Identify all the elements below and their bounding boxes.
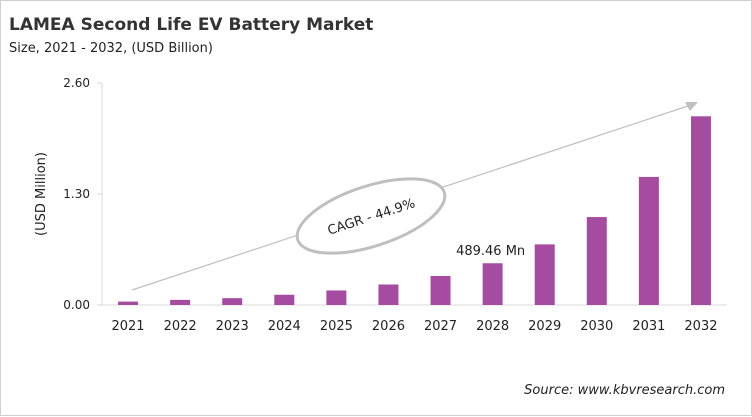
bar-2021 bbox=[118, 301, 139, 305]
y-tick-label: 2.60 bbox=[63, 76, 90, 90]
x-tick-label: 2022 bbox=[164, 319, 197, 334]
x-tick-label: 2030 bbox=[580, 319, 613, 334]
trend-arrowhead bbox=[685, 102, 698, 111]
x-tick-label: 2032 bbox=[684, 319, 717, 334]
y-tick-label: 0.00 bbox=[63, 298, 90, 312]
bar-2023 bbox=[222, 298, 243, 305]
bar-2025 bbox=[326, 290, 347, 305]
bar-2029 bbox=[534, 244, 555, 305]
x-tick-label: 2029 bbox=[528, 319, 561, 334]
bar-2031 bbox=[638, 176, 659, 305]
x-tick-label: 2023 bbox=[216, 319, 249, 334]
bar-2032 bbox=[690, 116, 711, 305]
x-tick-label: 2021 bbox=[111, 319, 144, 334]
x-tick-label: 2028 bbox=[476, 319, 509, 334]
x-tick-label: 2027 bbox=[424, 319, 457, 334]
x-tick-label: 2031 bbox=[632, 319, 665, 334]
x-tick-label: 2024 bbox=[268, 319, 301, 334]
y-tick-label: 1.30 bbox=[63, 187, 90, 201]
y-axis-label: (USD Million) bbox=[34, 152, 49, 236]
x-tick-label: 2026 bbox=[372, 319, 405, 334]
source-note: Source: www.kbvresearch.com bbox=[524, 383, 725, 398]
chart-title: LAMEA Second Life EV Battery Market bbox=[9, 15, 374, 35]
cagr-ellipse bbox=[295, 177, 447, 255]
bar-2022 bbox=[170, 299, 191, 305]
bar-2028 bbox=[482, 263, 503, 305]
bar-2024 bbox=[274, 294, 295, 305]
chart-subtitle: Size, 2021 - 2032, (USD Billion) bbox=[9, 41, 213, 56]
bar-2026 bbox=[378, 284, 399, 305]
bar-2027 bbox=[430, 275, 451, 305]
bar-2030 bbox=[586, 217, 607, 305]
data-label: 489.46 Mn bbox=[456, 244, 525, 259]
x-tick-label: 2025 bbox=[320, 319, 353, 334]
